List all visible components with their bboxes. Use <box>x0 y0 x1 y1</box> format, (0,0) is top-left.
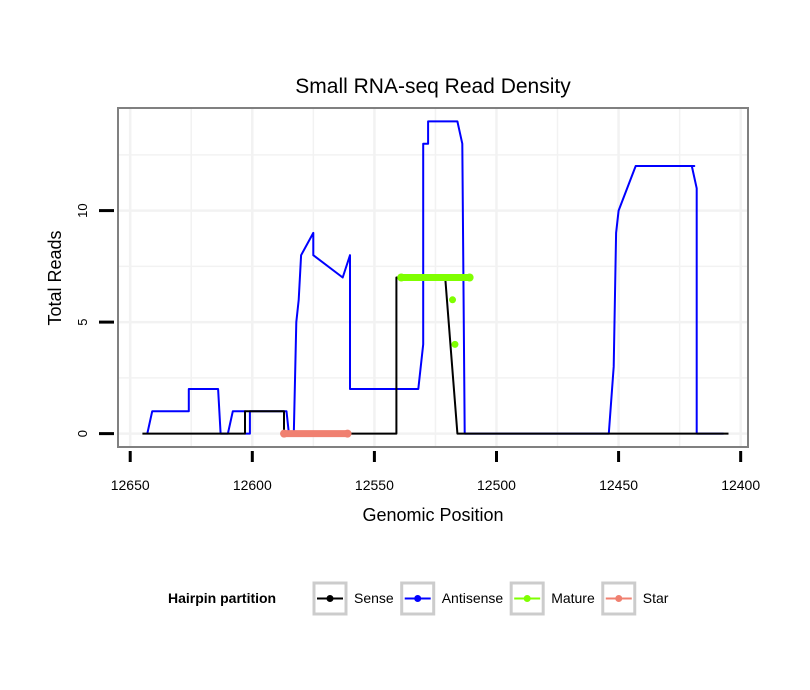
x-tick-label: 12400 <box>721 477 760 493</box>
series-mature-endpoint <box>397 273 406 282</box>
axes: 12650 12600 12550 12500 12450 12400 0 5 10 <box>75 203 760 493</box>
series-star-endpoint <box>280 429 289 438</box>
y-tick-label: 5 <box>75 318 90 325</box>
y-tick-label: 10 <box>75 203 90 217</box>
x-tick-label: 12450 <box>599 477 638 493</box>
legend-label-mature: Mature <box>551 590 595 606</box>
series-mature-point <box>449 296 457 304</box>
x-tick-label: 12650 <box>111 477 150 493</box>
legend-label-star: Star <box>643 590 669 606</box>
chart-title: Small RNA-seq Read Density <box>295 75 571 98</box>
x-tick-label: 12500 <box>477 477 516 493</box>
legend-keys: Sense Antisense Mature Star <box>312 581 669 616</box>
x-tick-label: 12550 <box>355 477 394 493</box>
legend-label-antisense: Antisense <box>442 590 504 606</box>
legend: Hairpin partition Sense Antisense Mature St… <box>168 581 669 616</box>
series-layer <box>142 120 729 438</box>
series-mature-point <box>451 340 459 348</box>
y-axis-label: Total Reads <box>45 230 65 325</box>
series-star-endpoint <box>343 429 352 438</box>
x-tick-label: 12600 <box>233 477 272 493</box>
y-tick-label: 0 <box>75 430 90 437</box>
series-mature-endpoint <box>465 273 474 282</box>
legend-label-sense: Sense <box>354 590 394 606</box>
series-sense-line <box>142 276 729 435</box>
legend-title: Hairpin partition <box>168 590 276 606</box>
x-axis-label: Genomic Position <box>362 505 503 525</box>
legend-dot-star <box>615 595 623 602</box>
legend-dot-antisense <box>414 595 422 602</box>
grid-lines <box>118 108 748 447</box>
plot-border <box>117 107 749 448</box>
legend-dot-mature <box>523 595 531 602</box>
legend-dot-sense <box>326 595 334 602</box>
series-antisense-line <box>146 120 724 435</box>
